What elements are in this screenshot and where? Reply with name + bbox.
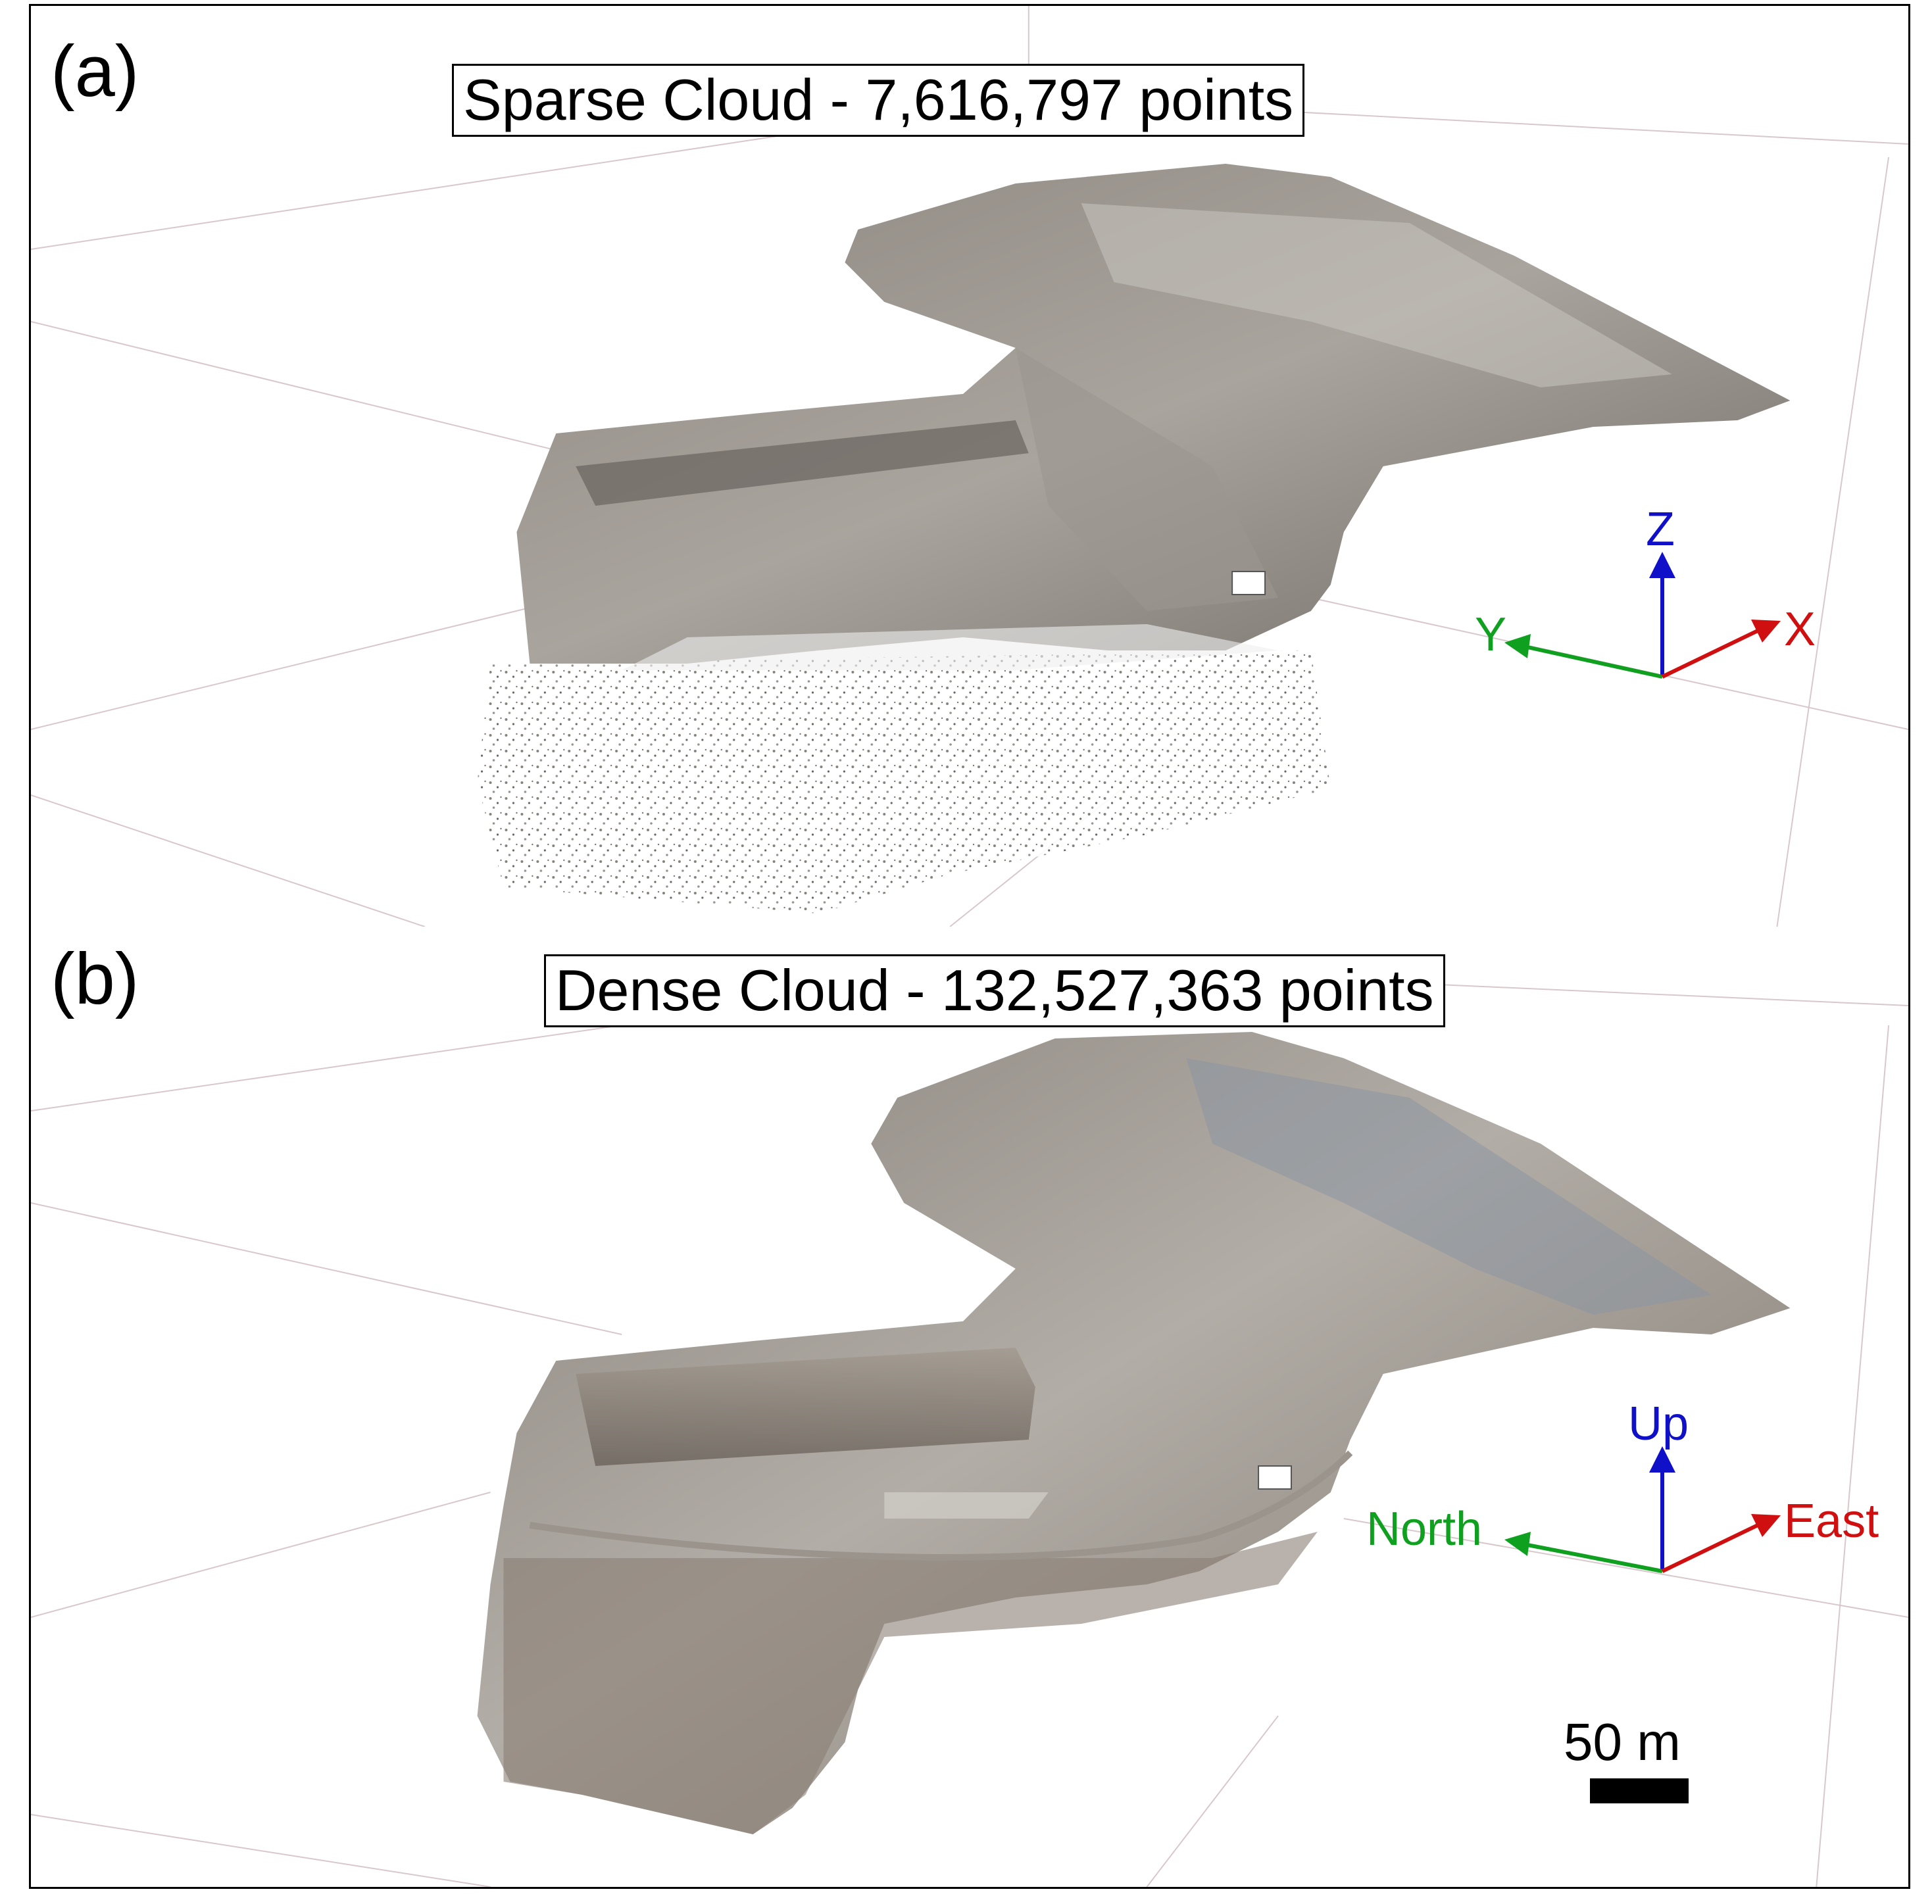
panel-b-title: Dense Cloud - 132,527,363 points xyxy=(544,954,1445,1027)
axis-triad-a xyxy=(1504,552,1781,679)
x-axis-arrow xyxy=(1661,629,1759,679)
north-axis-label: North xyxy=(1366,1503,1483,1555)
x-axis-label-a: X xyxy=(1784,603,1816,656)
up-axis-label: Up xyxy=(1628,1398,1689,1450)
axis-triad-b xyxy=(1504,1446,1781,1573)
z-axis-label-a: Z xyxy=(1646,503,1675,556)
panel-letter-a: (a) xyxy=(51,31,139,112)
y-axis-label-a: Y xyxy=(1475,608,1507,661)
panel-a-title: Sparse Cloud - 7,616,797 points xyxy=(452,64,1305,137)
east-axis-label: East xyxy=(1784,1495,1879,1548)
panel-b: (b) Dense Cloud - 132,527,363 points Up … xyxy=(31,927,1908,1887)
figure-frame: (a) Sparse Cloud - 7,616,797 points Z Y … xyxy=(29,4,1910,1889)
panel-letter-b: (b) xyxy=(51,939,139,1019)
sparse-cloud-scene xyxy=(31,6,1908,927)
scale-bar xyxy=(1590,1778,1689,1803)
dense-cloud-scene xyxy=(31,965,1908,1887)
panel-a: (a) Sparse Cloud - 7,616,797 points Z Y … xyxy=(31,6,1908,927)
north-axis-arrow xyxy=(1527,1543,1663,1573)
east-axis-arrow xyxy=(1661,1523,1759,1573)
y-axis-arrow xyxy=(1527,645,1663,679)
sparse-foreground xyxy=(477,650,1331,914)
scale-bar-label: 50 m xyxy=(1564,1713,1681,1771)
